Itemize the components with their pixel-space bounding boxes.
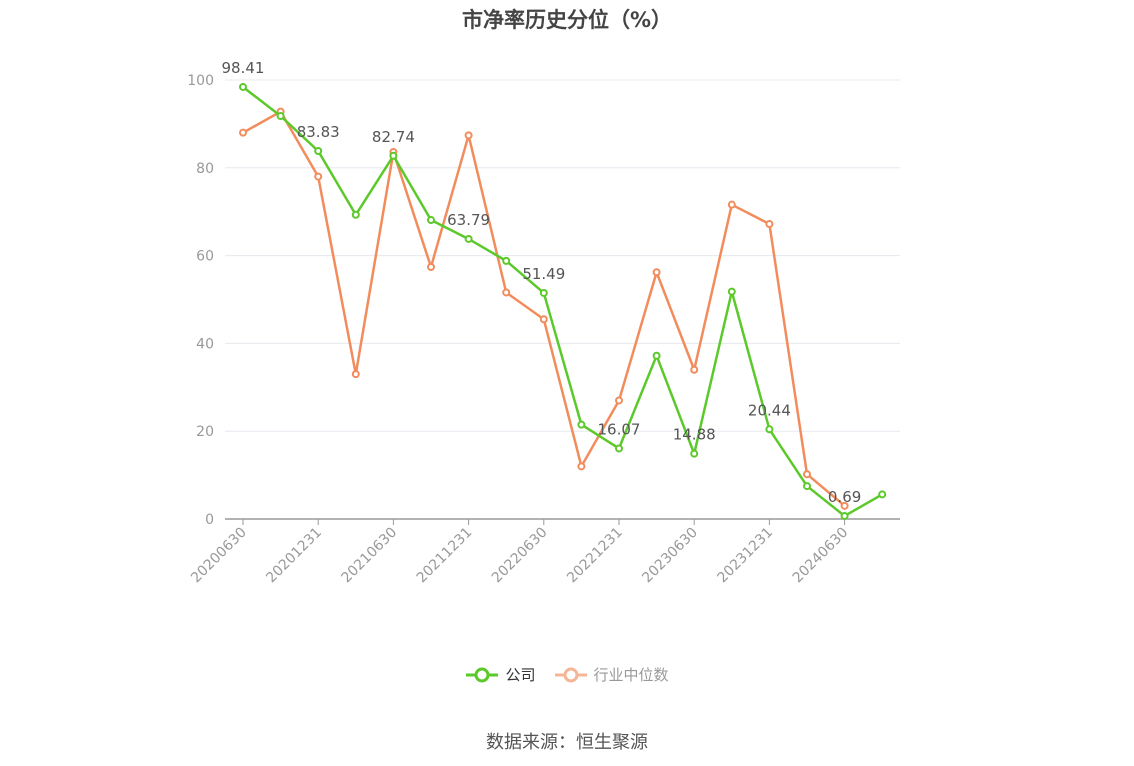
data-point[interactable] bbox=[314, 146, 323, 155]
y-tick-label: 60 bbox=[196, 249, 214, 265]
y-tick-label: 20 bbox=[196, 424, 214, 440]
data-point[interactable] bbox=[727, 200, 736, 209]
x-tick-label: 20231231 bbox=[715, 525, 777, 587]
data-point[interactable] bbox=[427, 263, 435, 272]
series-company bbox=[239, 82, 887, 520]
data-label: 14.88 bbox=[673, 426, 716, 444]
data-point[interactable] bbox=[690, 365, 699, 374]
data-point[interactable] bbox=[577, 420, 586, 429]
data-point[interactable] bbox=[690, 449, 699, 458]
series-industry bbox=[239, 107, 849, 510]
y-tick-label: 40 bbox=[196, 336, 214, 352]
data-point[interactable] bbox=[351, 210, 360, 219]
data-point[interactable] bbox=[314, 172, 323, 181]
data-label: 51.49 bbox=[522, 265, 565, 283]
data-point[interactable] bbox=[427, 216, 435, 225]
data-point[interactable] bbox=[652, 351, 661, 360]
legend-label-company: 公司 bbox=[505, 666, 536, 684]
data-point[interactable] bbox=[652, 268, 661, 277]
data-point[interactable] bbox=[765, 219, 774, 228]
legend-line-icon-industry bbox=[554, 667, 587, 682]
chart-title: 市净率历史分位（%） bbox=[461, 8, 673, 32]
data-point[interactable] bbox=[239, 82, 247, 91]
x-tick-label: 20210630 bbox=[339, 525, 401, 587]
data-point[interactable] bbox=[577, 462, 586, 471]
data-point[interactable] bbox=[840, 501, 849, 510]
grid-lines bbox=[225, 79, 900, 432]
legend: 公司 行业中位数 bbox=[0, 664, 1134, 685]
x-tick-label: 20200630 bbox=[188, 525, 250, 587]
x-tick-label: 20240630 bbox=[790, 525, 852, 587]
data-source: 数据来源：恒生聚源 bbox=[486, 732, 648, 753]
data-point[interactable] bbox=[615, 444, 623, 453]
x-tick-label: 20211231 bbox=[414, 525, 476, 587]
data-point[interactable] bbox=[276, 111, 285, 120]
data-point[interactable] bbox=[727, 287, 736, 296]
data-labels: 98.41 83.83 82.74 63.79 51.49 16.07 14.88 20.44… bbox=[222, 59, 862, 506]
series-layer bbox=[239, 82, 887, 520]
data-label: 83.83 bbox=[297, 123, 340, 141]
data-point[interactable] bbox=[878, 490, 887, 499]
series-line bbox=[242, 85, 883, 518]
data-label: 16.07 bbox=[598, 420, 641, 438]
series-line bbox=[242, 110, 846, 507]
data-label: 20.44 bbox=[748, 401, 791, 419]
axes: 0 20 40 60 80 100 20200630 20201231 20210630 2021… bbox=[187, 73, 900, 586]
legend-label-industry: 行业中位数 bbox=[593, 666, 669, 684]
data-label: 0.69 bbox=[828, 488, 861, 506]
data-point[interactable] bbox=[351, 370, 360, 379]
data-point[interactable] bbox=[464, 131, 473, 140]
x-tick-label: 20220630 bbox=[489, 525, 551, 587]
data-point[interactable] bbox=[502, 288, 511, 297]
x-tick-label: 20221231 bbox=[564, 525, 626, 587]
legend-line-icon-company bbox=[466, 667, 499, 682]
y-tick-label: 100 bbox=[187, 73, 214, 89]
data-label: 98.41 bbox=[222, 59, 265, 77]
y-tick-label: 0 bbox=[205, 512, 214, 528]
legend-item-industry[interactable]: 行业中位数 bbox=[554, 664, 669, 685]
data-label: 82.74 bbox=[372, 128, 415, 146]
data-point[interactable] bbox=[840, 511, 849, 520]
data-point[interactable] bbox=[389, 151, 398, 160]
legend-item-company[interactable]: 公司 bbox=[465, 664, 536, 685]
data-point[interactable] bbox=[464, 234, 473, 243]
data-point[interactable] bbox=[615, 396, 623, 405]
data-label: 63.79 bbox=[447, 211, 490, 229]
data-point[interactable] bbox=[803, 482, 811, 491]
data-point[interactable] bbox=[803, 470, 811, 479]
data-point[interactable] bbox=[239, 128, 247, 137]
data-point[interactable] bbox=[539, 288, 548, 297]
data-point[interactable] bbox=[765, 425, 774, 434]
x-tick-label: 20201231 bbox=[263, 525, 325, 587]
x-tick-label: 20230630 bbox=[639, 525, 701, 587]
y-tick-label: 80 bbox=[196, 161, 214, 177]
data-point[interactable] bbox=[539, 315, 548, 324]
data-point[interactable] bbox=[502, 256, 511, 265]
